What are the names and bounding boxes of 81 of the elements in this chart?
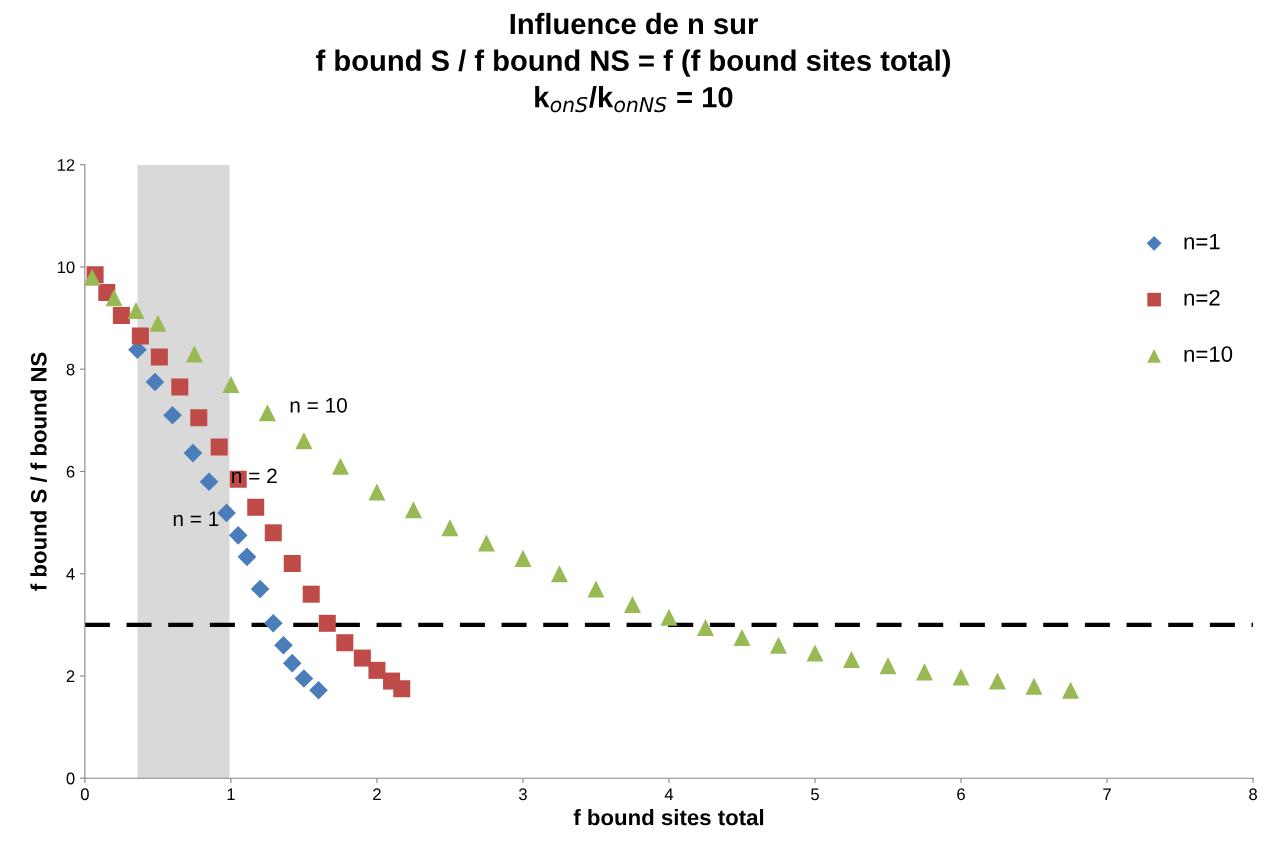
point: [514, 549, 532, 567]
point: [163, 405, 182, 425]
point: [105, 289, 123, 307]
annotation: n = 1: [173, 511, 219, 526]
point: [145, 372, 165, 392]
x-tick-label: 0: [80, 788, 89, 801]
point: [441, 519, 459, 537]
legend-label: n=10: [1184, 346, 1233, 362]
point: [1025, 677, 1043, 695]
y-tick-label: 10: [57, 261, 75, 274]
point: [623, 595, 641, 613]
point: [149, 314, 167, 332]
point: [190, 409, 208, 427]
point: [217, 503, 236, 523]
x-tick-label: 2: [373, 788, 381, 801]
point: [247, 498, 265, 516]
point: [733, 629, 751, 647]
point: [952, 668, 970, 686]
point: [477, 534, 495, 552]
point: [282, 653, 302, 673]
point: [660, 608, 678, 626]
point: [263, 613, 283, 633]
x-axis-title: f bound sites total: [573, 809, 764, 826]
point: [131, 327, 149, 345]
y-tick-label: 0: [66, 772, 75, 785]
point: [336, 634, 354, 652]
point: [331, 457, 349, 475]
point: [294, 669, 314, 688]
point: [171, 378, 189, 396]
x-tick-label: 3: [518, 788, 527, 801]
point: [393, 680, 411, 698]
point: [283, 554, 301, 572]
point: [127, 301, 145, 319]
point: [353, 649, 371, 667]
point: [916, 663, 934, 681]
point: [237, 547, 257, 567]
y-tick-label: 12: [57, 159, 75, 171]
legend-label: n=2: [1184, 289, 1220, 306]
legend-label: n=1: [1184, 233, 1220, 250]
point: [843, 651, 861, 669]
point: [258, 404, 276, 422]
point: [185, 345, 203, 363]
point: [112, 307, 130, 325]
y-tick-label: 6: [66, 465, 75, 478]
point: [404, 501, 422, 519]
point: [183, 443, 203, 463]
annotation: n = 10: [290, 397, 347, 413]
point: [228, 526, 248, 545]
point: [222, 376, 240, 394]
x-tick-label: 7: [1103, 788, 1111, 801]
point: [309, 680, 328, 700]
point: [150, 348, 168, 366]
y-tick-label: 8: [66, 363, 75, 376]
point: [199, 472, 219, 492]
y-axis-title: f bound S / f bound NS: [30, 352, 47, 591]
point: [806, 644, 824, 662]
point: [264, 524, 282, 542]
y-tick-label: 4: [66, 568, 75, 580]
point: [368, 661, 386, 679]
point: [295, 432, 313, 450]
annotation: n = 2: [232, 468, 277, 483]
point: [769, 636, 787, 654]
point: [550, 565, 568, 583]
point: [210, 438, 228, 456]
point: [696, 618, 714, 636]
x-tick-label: 5: [811, 788, 819, 801]
point: [368, 483, 386, 501]
x-tick-label: 6: [957, 788, 965, 801]
point: [1062, 681, 1080, 699]
x-tick-label: 8: [1249, 788, 1257, 801]
point: [989, 672, 1007, 690]
point: [879, 657, 897, 675]
point: [587, 580, 605, 598]
x-tick-label: 1: [227, 788, 235, 801]
chart-title: Influence de n sur f bound S / f bound NS = f (f bound sites total) k$_{onS}$/k$_{onNS}$ = 10: [316, 12, 951, 113]
y-tick-label: 2: [66, 670, 75, 682]
point: [250, 579, 270, 599]
point: [274, 635, 293, 655]
x-tick-label: 4: [664, 788, 674, 801]
point: [302, 585, 320, 603]
point: [318, 614, 336, 632]
